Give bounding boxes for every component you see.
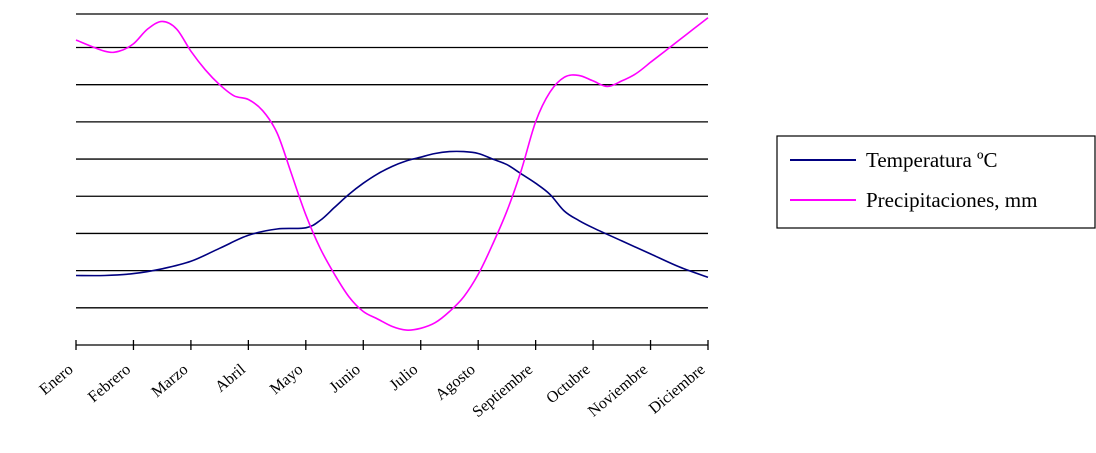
series-line-precipitaciones	[75, 17, 709, 331]
x-tick-label-mayo: Mayo	[267, 361, 307, 398]
series-line-temperatura	[75, 150, 709, 279]
x-tick-label-diciembre: Diciembre	[646, 361, 709, 417]
x-tick-label-julio: Julio	[387, 361, 422, 394]
x-tick-label-junio: Junio	[326, 361, 363, 396]
x-tick-label-septiembre: Septiembre	[469, 361, 536, 421]
x-tick-label-enero: Enero	[36, 361, 76, 399]
legend-label-temperatura: Temperatura ºC	[866, 148, 998, 172]
x-tick-label-noviembre: Noviembre	[585, 361, 651, 420]
x-tick-label-febrero: Febrero	[85, 361, 134, 406]
x-tick-label-octubre: Octubre	[543, 361, 593, 407]
x-tick-label-abril: Abril	[212, 361, 249, 396]
gridlines	[76, 13, 708, 309]
legend-label-precipitaciones: Precipitaciones, mm	[866, 188, 1037, 212]
series-lines	[75, 17, 709, 331]
x-tick-label-marzo: Marzo	[149, 361, 192, 401]
x-tick-label-agosto: Agosto	[432, 361, 478, 404]
x-axis: Enero Febrero Marzo Abril Mayo Junio Julio Agos…	[36, 340, 709, 421]
legend: Temperatura ºC Precipitaciones, mm	[776, 135, 1096, 229]
legend-box	[776, 135, 1096, 229]
